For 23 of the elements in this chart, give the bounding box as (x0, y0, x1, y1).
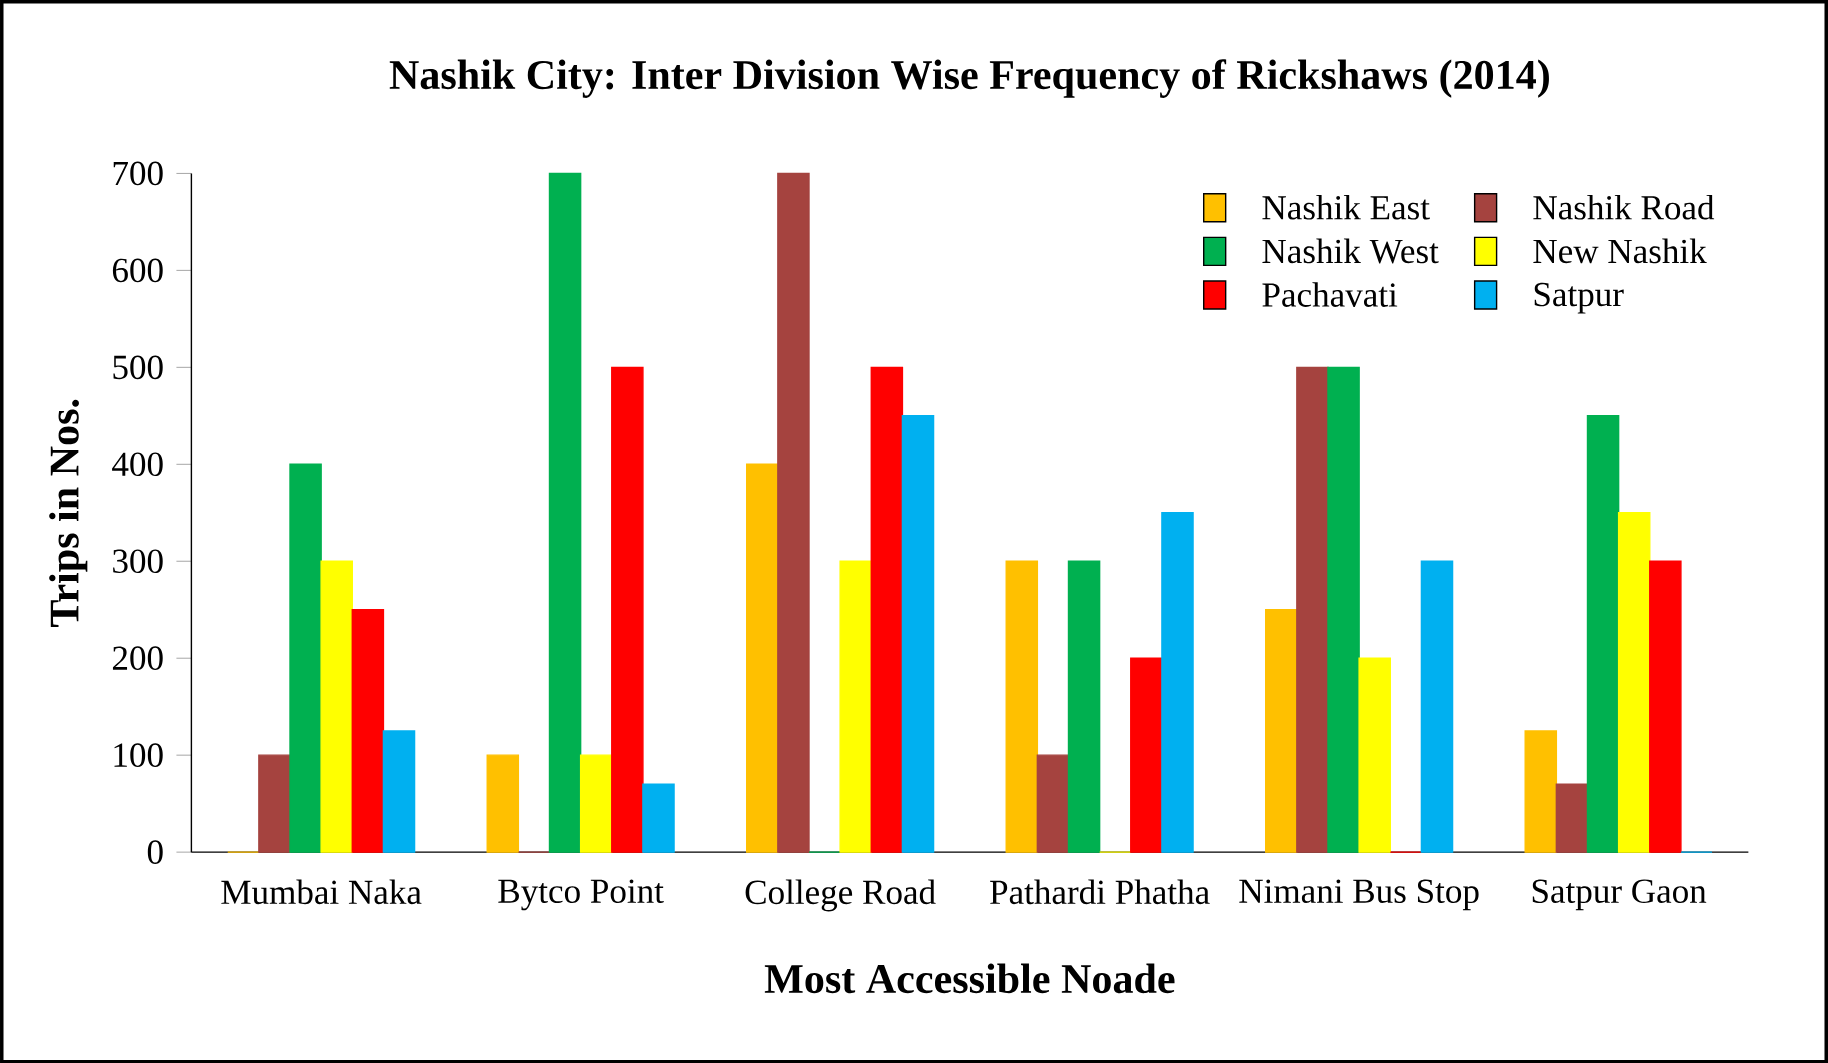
x-tick-label: Mumbai Naka (221, 879, 422, 904)
chart-title: Nashik City: Inter Division Wise Frequency of Rickshaws (2014) (389, 58, 1549, 98)
y-tick-label: 500 (113, 355, 163, 379)
x-tick-label: Nimani Bus Stop (1239, 879, 1479, 910)
legend-label: Nashik East (1262, 194, 1430, 220)
x-tick-label: Pathardi Phatha (990, 879, 1210, 904)
legend-label: Satpur (1534, 282, 1624, 314)
x-tick-label: Bytco Point (498, 879, 664, 911)
y-axis-title: Trips in Nos. (49, 399, 88, 627)
x-axis-title: Most Accessible Noade (764, 963, 1175, 993)
x-tick-label: Satpur Gaon (1532, 879, 1707, 910)
legend-label: Nashik Road (1533, 194, 1715, 220)
y-tick-label: 0 (147, 840, 163, 864)
y-tick-label: 700 (113, 161, 163, 186)
legend-label: Nashik West (1262, 238, 1439, 264)
y-tick-label: 600 (112, 258, 163, 282)
x-tick-label: College Road (745, 879, 936, 912)
y-tick-label: 100 (114, 743, 163, 767)
y-tick-label: 300 (113, 549, 163, 573)
y-tick-label: 400 (112, 452, 163, 476)
legend-label: Pachavati (1262, 281, 1398, 307)
legend-label: New Nashik (1533, 238, 1707, 264)
y-tick-label: 200 (112, 646, 163, 670)
